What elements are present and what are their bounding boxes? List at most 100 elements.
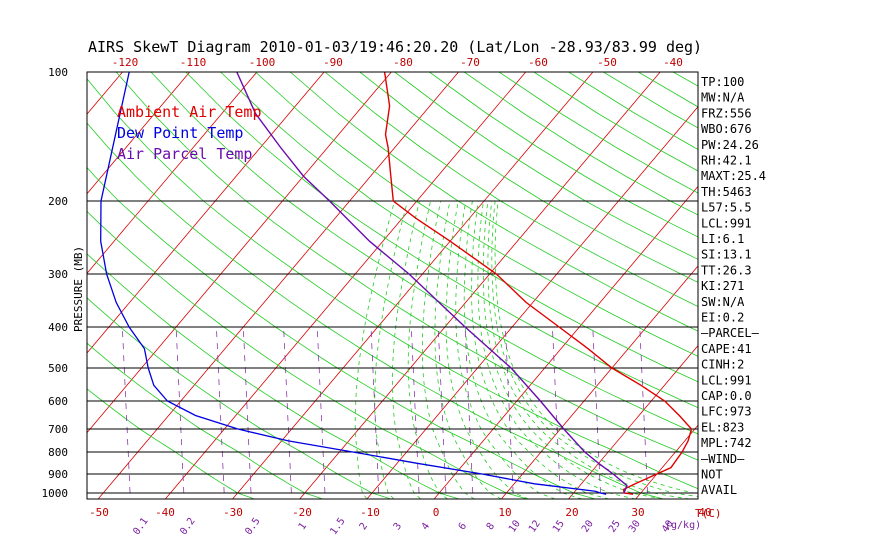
moist-adiabat-line — [482, 200, 663, 499]
mixing-ratio-line — [283, 326, 292, 494]
moist-adiabat-line — [491, 200, 698, 498]
bottom-temp-tick-label: 40 — [698, 506, 711, 519]
bottom-temp-tick-label: -10 — [360, 506, 380, 519]
dry-adiabat-line — [87, 166, 596, 499]
bottom-temp-tick-label: -30 — [223, 506, 243, 519]
stat-entry: LFC:973 — [701, 405, 752, 419]
mixing-ratio-tick-label: 0.5 — [243, 516, 262, 537]
top-temp-tick-label: -50 — [597, 56, 617, 69]
mixing-ratio-line — [552, 326, 561, 494]
mixing-ratio-tick-label: 2 — [358, 521, 370, 532]
legend-dew-point-temp: Dew Point Temp — [117, 124, 243, 142]
dry-adiabat-line — [812, 72, 870, 499]
stat-entry: CINH:2 — [701, 358, 744, 372]
mixing-ratio-tick-label: 0.2 — [178, 516, 197, 537]
y-axis-label: PRESSURE (MB) — [72, 246, 85, 332]
mixing-ratio-tick-label: 3 — [392, 521, 404, 532]
mixing-ratio-line — [216, 326, 225, 494]
dry-adiabat-line — [359, 72, 698, 283]
moist-adiabat-line — [477, 200, 636, 499]
stat-entry: PW:24.26 — [701, 138, 759, 152]
bottom-temp-tick-label: 0 — [433, 506, 440, 519]
pressure-tick-label: 900 — [48, 468, 68, 481]
dry-adiabat-line — [289, 72, 698, 332]
top-temp-tick-label: -70 — [460, 56, 480, 69]
stat-entry: SI:13.1 — [701, 248, 752, 262]
stat-entry: KI:271 — [701, 279, 744, 293]
mixing-ratio-tick-label: 1.5 — [328, 516, 347, 537]
isotherm-line — [568, 344, 698, 499]
stat-entry: AVAIL — [701, 483, 737, 497]
pressure-tick-label: 200 — [48, 195, 68, 208]
mixing-ratio-line — [592, 326, 601, 494]
stat-entry: TT:26.3 — [701, 263, 752, 277]
stat-entry: —PARCEL— — [701, 326, 760, 340]
chart-title: AIRS SkewT Diagram 2010-01-03/19:46:20.2… — [88, 38, 702, 56]
top-temp-tick-label: -80 — [393, 56, 413, 69]
mixing-ratio-tick-label: 15 — [551, 518, 567, 534]
pressure-tick-label: 100 — [48, 66, 68, 79]
dry-adiabat-line — [429, 72, 698, 238]
mixing-ratio-tick-label: 4 — [420, 521, 432, 532]
air-parcel-temp-line — [236, 72, 628, 494]
legend: Ambient Air Temp Dew Point Temp Air Parc… — [117, 103, 262, 163]
bottom-temp-tick-label: -40 — [155, 506, 175, 519]
isotherm-line — [501, 265, 698, 499]
mixing-ratio-line — [175, 326, 185, 494]
mixing-ratio-tick-label: 1 — [297, 521, 309, 532]
top-temp-tick-label: -100 — [249, 56, 276, 69]
pressure-tick-label: 400 — [48, 321, 68, 334]
pressure-tick-label: 500 — [48, 362, 68, 375]
mixing-ratio-tick-label: 8 — [485, 521, 497, 532]
stat-entry: L57:5.5 — [701, 201, 752, 215]
stat-entry: MPL:742 — [701, 436, 752, 450]
moist-adiabat-line — [354, 200, 395, 499]
bottom-temp-tick-label: 10 — [498, 506, 511, 519]
mixing-ratio-tick-label: 12 — [527, 518, 543, 534]
dry-adiabat-line — [847, 72, 870, 499]
isotherm-line — [0, 72, 55, 499]
stat-entry: MAXT:25.4 — [701, 169, 766, 183]
stat-entry: —WIND— — [701, 452, 745, 466]
mixing-ratio-tick-label: 6 — [457, 521, 469, 532]
mixing-ratio-line — [242, 326, 252, 494]
dry-adiabat-line — [87, 342, 323, 499]
bottom-temp-tick-label: -20 — [292, 506, 312, 519]
pressure-tick-label: 300 — [48, 268, 68, 281]
mixing-ratio-line — [35, 327, 43, 493]
isotherm-line — [87, 72, 258, 274]
dry-adiabat-line — [150, 72, 698, 435]
dry-adiabat-line — [394, 72, 698, 260]
bottom-temp-tick-label: 30 — [631, 506, 644, 519]
stat-entry: CAPE:41 — [701, 342, 752, 356]
dry-adiabat-line — [87, 210, 528, 499]
ambient-air-temp-line — [383, 72, 693, 495]
stat-entry: RH:42.1 — [701, 154, 752, 168]
pressure-tick-label: 600 — [48, 395, 68, 408]
top-temp-tick-label: -60 — [528, 56, 548, 69]
mixing-ratio-tick-label: 10 — [507, 518, 523, 534]
mixing-ratio-tick-label: 0.1 — [131, 516, 150, 537]
dry-adiabat-line — [778, 72, 870, 499]
mixing-ratio-line — [639, 326, 648, 494]
mixing-ratio-line — [437, 326, 447, 494]
sounding-curves — [100, 72, 693, 495]
top-temp-tick-label: -120 — [112, 56, 139, 69]
stat-entry: EI:0.2 — [701, 311, 744, 325]
stat-entry: LCL:991 — [701, 216, 752, 230]
mixing-ratio-line — [121, 326, 131, 494]
moist-adiabat-line — [374, 200, 408, 499]
isotherm-line — [299, 72, 661, 499]
isotherm-line — [87, 72, 191, 195]
x-axis-unit-label: T(C) — [695, 507, 722, 520]
dry-adiabat-line — [87, 297, 391, 499]
dry-adiabat-line — [115, 72, 698, 461]
stat-entry: TH:5463 — [701, 185, 752, 199]
dry-adiabat-line — [743, 72, 870, 499]
pressure-tick-label: 1000 — [42, 487, 69, 500]
bottom-temp-tick-label: -50 — [89, 506, 109, 519]
isotherm-line — [165, 72, 527, 499]
pressure-tick-label: 700 — [48, 423, 68, 436]
mixing-ratio-line — [69, 327, 77, 493]
